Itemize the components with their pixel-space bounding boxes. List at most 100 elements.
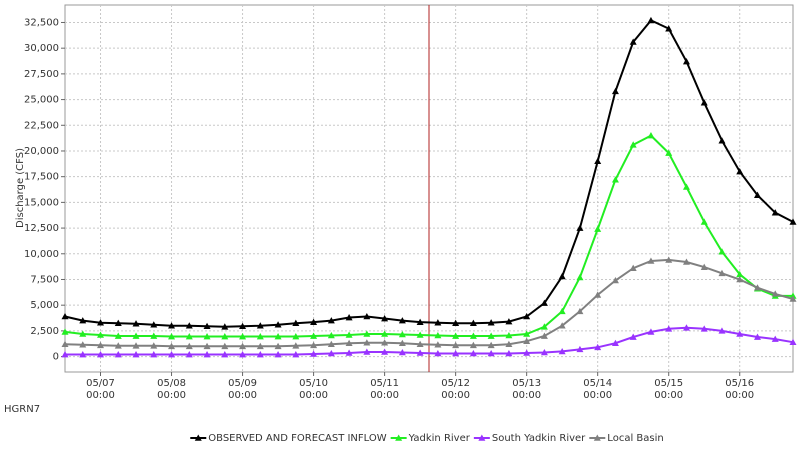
data-point xyxy=(256,351,264,358)
data-point xyxy=(576,307,584,315)
data-point xyxy=(647,257,655,264)
data-point xyxy=(665,25,673,32)
data-point xyxy=(487,319,495,326)
data-point xyxy=(327,349,335,357)
data-point xyxy=(132,351,140,358)
data-point xyxy=(274,321,282,328)
data-point xyxy=(61,351,69,358)
y-tick-label: 20,000 xyxy=(24,146,59,157)
y-tick-label: 30,000 xyxy=(24,43,59,54)
data-point xyxy=(256,333,264,340)
legend-marker xyxy=(395,434,403,441)
data-point xyxy=(558,272,566,280)
y-tick-label: 2,500 xyxy=(30,326,59,337)
data-point xyxy=(611,339,619,347)
data-point xyxy=(647,328,655,335)
data-point xyxy=(594,291,602,298)
legend-label: Local Basin xyxy=(607,433,663,444)
data-point xyxy=(97,351,105,358)
data-point xyxy=(168,351,176,358)
data-point xyxy=(647,16,655,24)
data-point xyxy=(398,339,406,347)
y-tick-label: 5,000 xyxy=(30,300,59,311)
data-point xyxy=(700,325,708,332)
legend-label: Yadkin River xyxy=(408,433,471,444)
data-point xyxy=(540,348,548,356)
data-point xyxy=(540,323,548,330)
data-point xyxy=(700,99,708,106)
data-point xyxy=(629,38,637,45)
x-tick-label: 05/08 00:00 xyxy=(157,378,186,401)
data-point xyxy=(363,312,371,320)
data-point xyxy=(789,295,797,302)
data-point xyxy=(665,256,673,263)
data-point xyxy=(97,341,105,349)
data-point xyxy=(469,341,477,349)
data-point xyxy=(540,332,548,339)
data-point xyxy=(61,312,69,320)
data-point xyxy=(434,319,442,326)
data-point xyxy=(611,87,619,95)
data-point xyxy=(682,324,690,331)
data-point xyxy=(434,341,442,348)
data-point xyxy=(381,348,389,355)
data-point xyxy=(665,149,673,156)
data-point xyxy=(682,183,690,190)
data-point xyxy=(327,317,335,324)
data-point xyxy=(310,350,318,357)
data-point xyxy=(345,349,353,356)
y-tick-label: 32,500 xyxy=(24,17,59,28)
data-point xyxy=(558,347,566,355)
x-tick-label: 05/10 00:00 xyxy=(299,378,328,401)
x-tick-label: 05/16 00:00 xyxy=(725,378,755,401)
x-tick-label: 05/15 00:00 xyxy=(654,378,684,401)
data-point xyxy=(256,322,264,329)
data-point xyxy=(416,349,424,356)
data-point xyxy=(203,322,211,330)
data-point xyxy=(79,341,87,348)
data-point xyxy=(203,351,211,358)
data-point xyxy=(363,330,371,337)
data-point xyxy=(221,323,229,330)
x-tick-label: 05/14 00:00 xyxy=(583,378,613,401)
station-label: HGRN7 xyxy=(4,404,40,415)
data-point xyxy=(150,332,158,339)
data-point xyxy=(523,337,531,344)
data-point xyxy=(185,333,193,340)
data-point xyxy=(416,318,424,325)
data-point xyxy=(327,332,335,339)
data-point xyxy=(469,319,477,326)
data-point xyxy=(398,348,406,356)
data-point xyxy=(114,342,122,349)
y-tick-label: 7,500 xyxy=(30,274,59,285)
data-point xyxy=(150,321,158,328)
data-point xyxy=(469,349,477,357)
x-tick-label: 05/13 00:00 xyxy=(512,378,542,401)
data-point xyxy=(168,322,176,329)
data-point xyxy=(203,342,211,350)
data-point xyxy=(452,341,460,349)
series-line xyxy=(64,258,794,348)
data-point xyxy=(79,351,87,358)
data-point xyxy=(327,340,335,348)
data-point xyxy=(594,157,602,165)
x-tick-label: 05/09 00:00 xyxy=(228,378,257,401)
data-point xyxy=(132,332,140,339)
data-point xyxy=(505,340,513,348)
data-point xyxy=(398,330,406,338)
data-point xyxy=(736,168,744,175)
data-point xyxy=(576,345,584,353)
data-point xyxy=(576,224,584,231)
data-point xyxy=(540,299,548,306)
data-point xyxy=(629,333,637,340)
data-point xyxy=(292,342,300,349)
data-point xyxy=(576,273,584,281)
data-point xyxy=(345,331,353,338)
y-axis-label: Discharge (CFS) xyxy=(15,148,26,228)
y-tick-label: 22,500 xyxy=(24,120,59,131)
data-point xyxy=(239,342,247,350)
data-point xyxy=(168,333,176,340)
legend-label: South Yadkin River xyxy=(492,433,586,444)
data-point xyxy=(789,218,797,225)
